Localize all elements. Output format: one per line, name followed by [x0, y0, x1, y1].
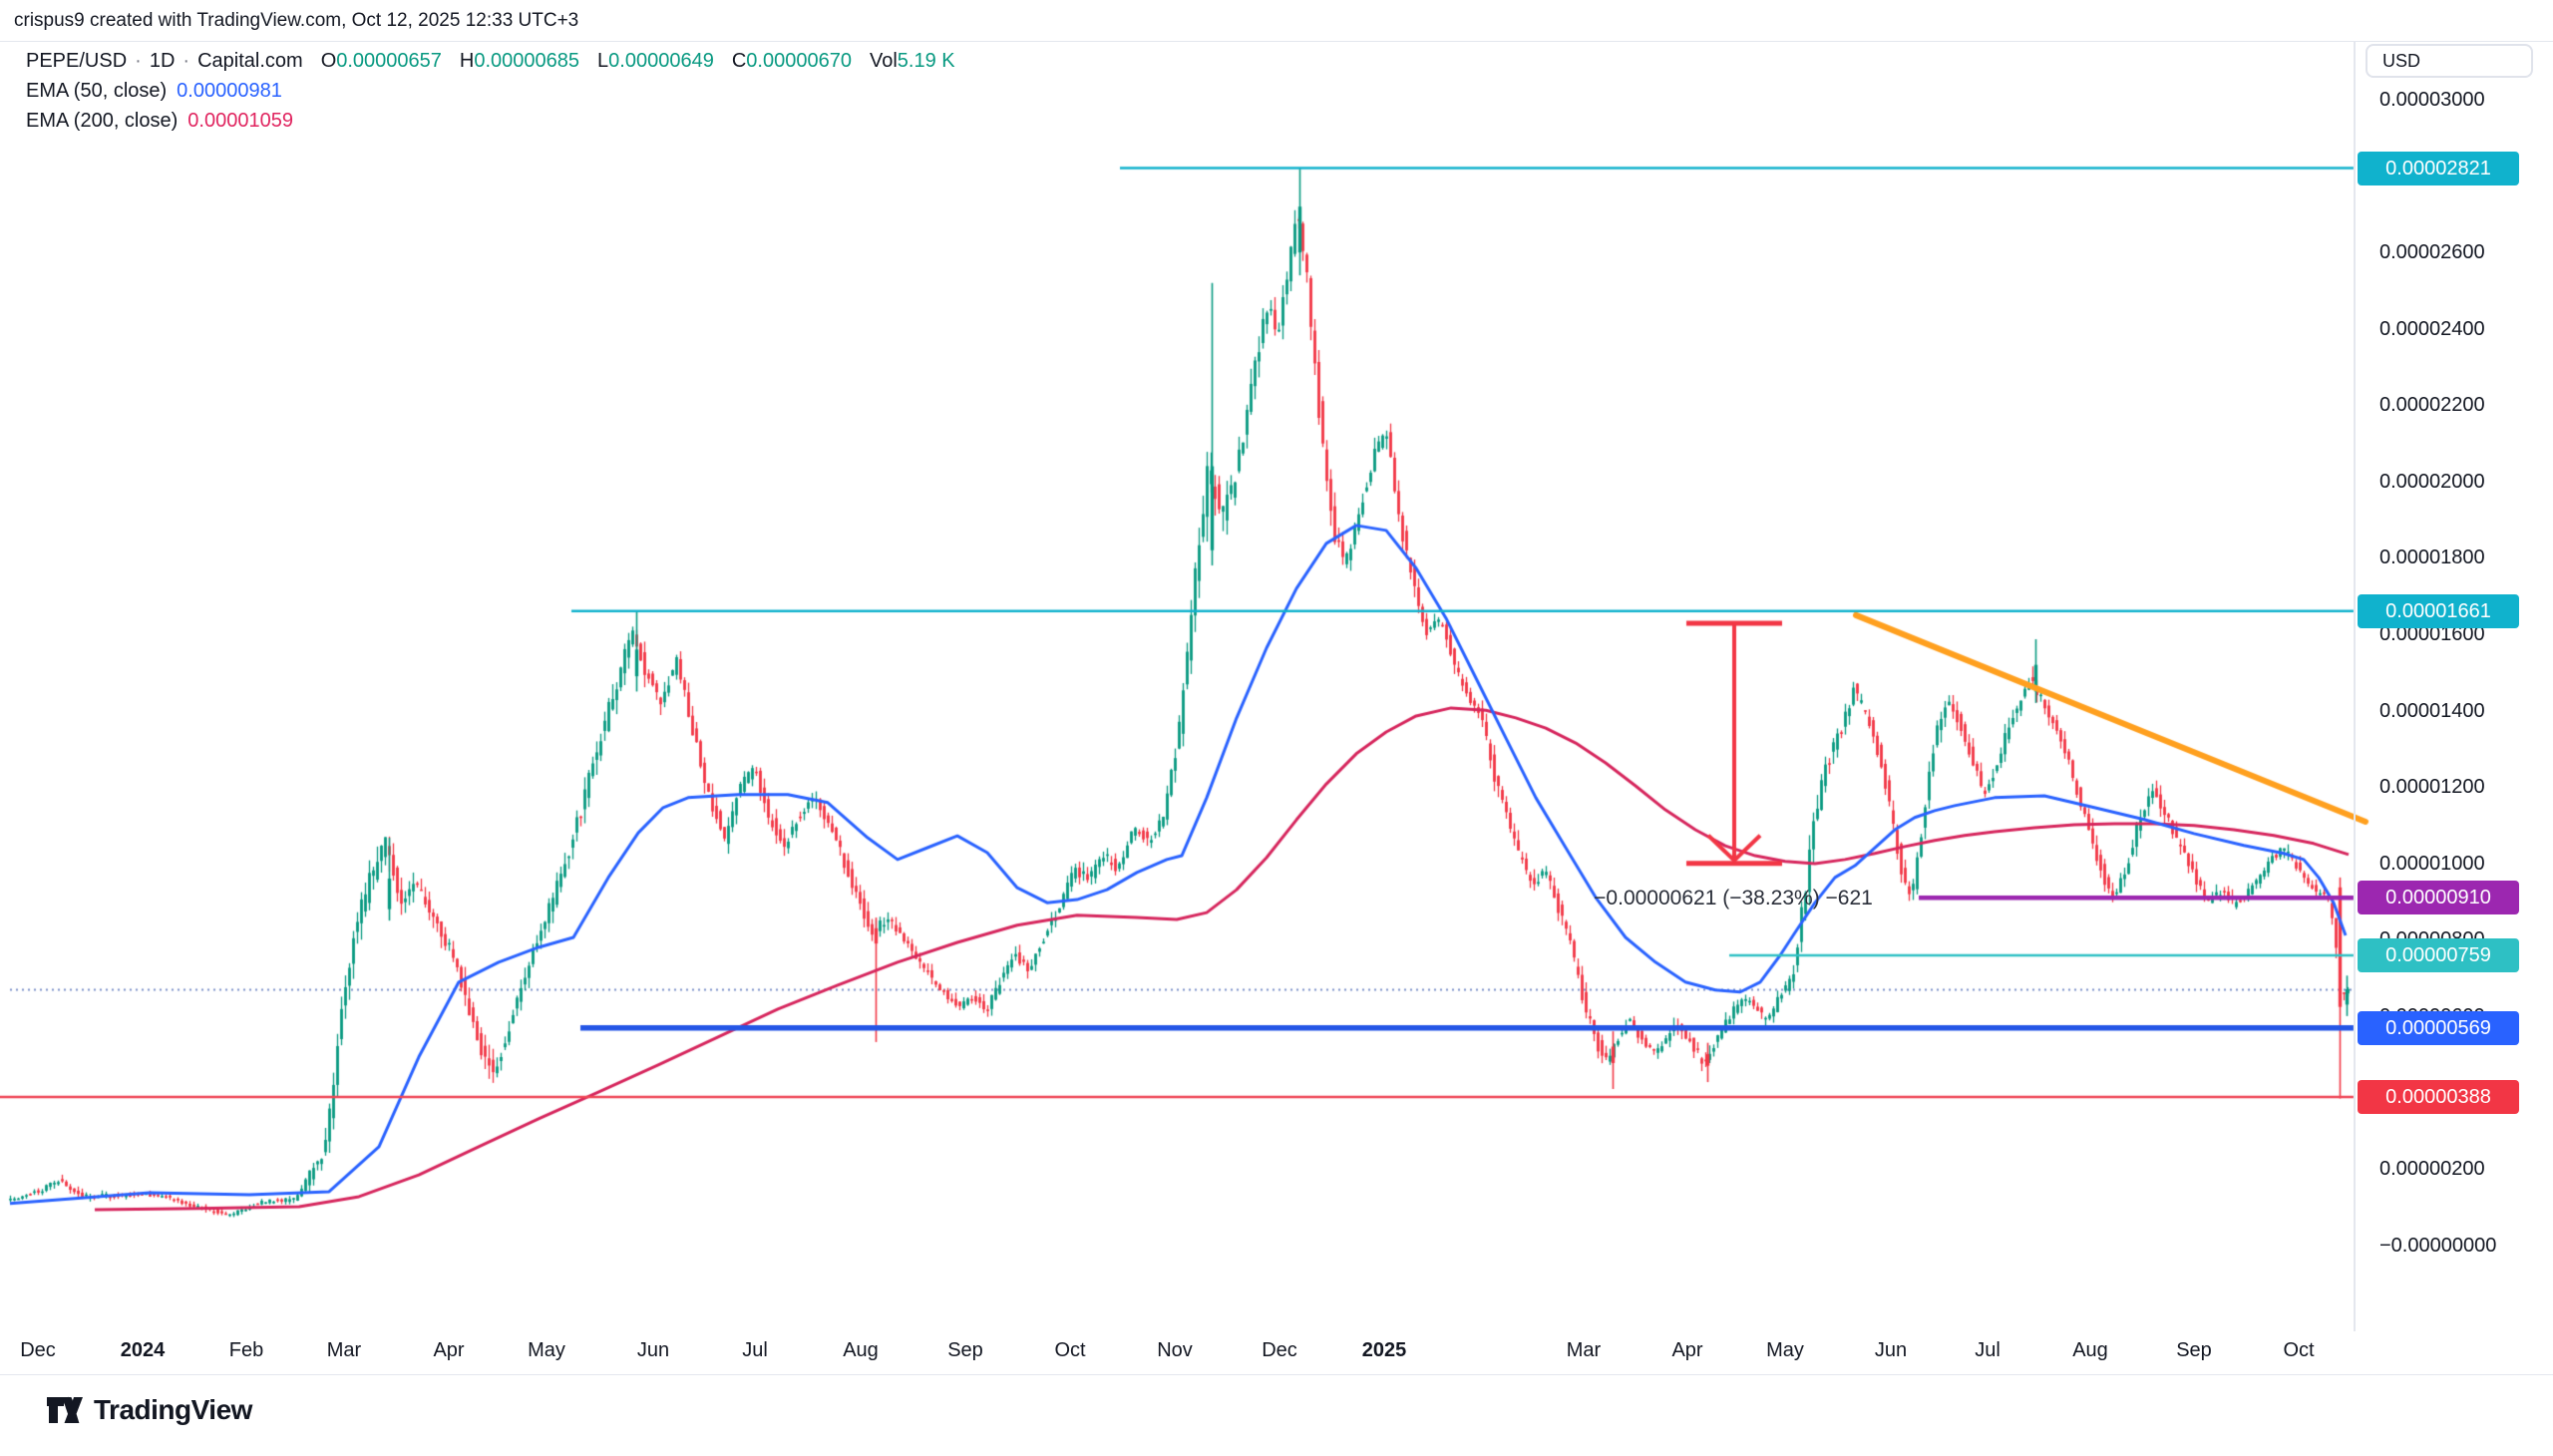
time-tick-label: Feb	[228, 1339, 264, 1361]
price-tick-label: 0.00001000	[2379, 852, 2485, 875]
time-tick-label: Jun	[636, 1339, 670, 1361]
volume-label: Vol	[869, 49, 898, 72]
open-value: 0.00000657	[336, 49, 442, 72]
symbol-interval[interactable]: 1D	[149, 49, 176, 72]
close-value: 0.00000670	[746, 49, 852, 72]
panel-top-divider	[0, 41, 2553, 42]
price-level-badge: 0.00000569	[2358, 1010, 2519, 1045]
time-tick-label: 2025	[1361, 1339, 1407, 1361]
price-level-badge: 0.00002821	[2358, 151, 2519, 185]
time-tick-label: Mar	[1566, 1339, 1602, 1361]
time-tick-label: Jul	[742, 1339, 768, 1361]
chart-legend: PEPE/USD · 1D · Capital.com O0.00000657 …	[26, 48, 955, 134]
price-tick-label: 0.00000200	[2379, 1158, 2485, 1180]
legend-separator: ·	[135, 49, 142, 72]
close-label: C	[731, 49, 747, 72]
price-tick-label: 0.00001800	[2379, 546, 2485, 569]
time-tick-label: Dec	[1262, 1339, 1297, 1361]
price-axis-divider	[2354, 41, 2356, 1374]
open-label: O	[320, 49, 337, 72]
volume-value: 5.19 K	[897, 49, 955, 72]
ema50-value: 0.00000981	[177, 79, 282, 102]
ema50-row[interactable]: EMA (50, close) 0.00000981	[26, 78, 955, 104]
time-tick-label: 2024	[120, 1339, 166, 1361]
time-tick-label: Aug	[843, 1339, 879, 1361]
ema200-label: EMA (200, close)	[26, 109, 179, 132]
ema200-row[interactable]: EMA (200, close) 0.00001059	[26, 108, 955, 134]
time-tick-label: May	[528, 1339, 565, 1361]
tradingview-logo-icon	[47, 1396, 83, 1423]
price-tick-label: −0.00000000	[2379, 1234, 2497, 1257]
time-tick-label: May	[1766, 1339, 1804, 1361]
symbol-name[interactable]: PEPE/USD	[26, 49, 128, 72]
symbol-exchange[interactable]: Capital.com	[197, 49, 303, 72]
price-tick-label: 0.00002600	[2379, 241, 2485, 264]
high-value: 0.00000685	[474, 49, 580, 72]
currency-unit-button[interactable]: USD	[2366, 44, 2533, 78]
tradingview-brand[interactable]: TradingView	[46, 1394, 252, 1426]
time-axis[interactable]: Dec 2024 Feb Mar Apr May Jun Jul Aug Sep Oct Nov Dec…	[0, 1331, 2553, 1374]
price-axis[interactable]: 0.000030000.000028000.000026000.00002400…	[2354, 40, 2553, 1331]
time-tick-label: Sep	[947, 1339, 983, 1361]
price-tick-label: 0.00001400	[2379, 699, 2485, 722]
time-tick-label: Mar	[326, 1339, 362, 1361]
tradingview-brand-name: TradingView	[94, 1394, 252, 1425]
time-tick-label: Jun	[1874, 1339, 1908, 1361]
high-label: H	[459, 49, 475, 72]
time-tick-label: Aug	[2072, 1339, 2108, 1361]
symbol-row[interactable]: PEPE/USD · 1D · Capital.com O0.00000657 …	[26, 48, 955, 74]
measure-tool-label: −0.00000621 (−38.23%) −621	[1594, 887, 1873, 910]
chart-attribution-text: crispus9 created with TradingView.com, O…	[14, 10, 579, 31]
time-tick-label: Dec	[20, 1339, 56, 1361]
price-level-badge: 0.00000388	[2358, 1080, 2519, 1115]
time-tick-label: Jul	[1975, 1339, 2001, 1361]
time-tick-label: Nov	[1157, 1339, 1193, 1361]
ema200-value: 0.00001059	[187, 109, 293, 132]
time-tick-label: Oct	[1054, 1339, 1086, 1361]
price-tick-label: 0.00002200	[2379, 394, 2485, 417]
time-tick-label: Apr	[1671, 1339, 1703, 1361]
ema50-label: EMA (50, close)	[26, 79, 168, 102]
low-label: L	[597, 49, 609, 72]
time-axis-bottom-divider	[0, 1374, 2553, 1375]
time-tick-label: Oct	[2283, 1339, 2315, 1361]
low-value: 0.00000649	[608, 49, 714, 72]
legend-separator: ·	[182, 49, 190, 72]
price-tick-label: 0.00003000	[2379, 89, 2485, 111]
time-tick-label: Apr	[433, 1339, 465, 1361]
price-level-badge: 0.00000910	[2358, 881, 2519, 915]
price-level-badge: 0.00000759	[2358, 937, 2519, 972]
price-tick-label: 0.00002000	[2379, 470, 2485, 493]
price-level-badge: 0.00001661	[2358, 593, 2519, 628]
price-tick-label: 0.00002400	[2379, 317, 2485, 340]
price-tick-label: 0.00001200	[2379, 776, 2485, 799]
time-tick-label: Sep	[2176, 1339, 2212, 1361]
price-tick-label: 0.00001600	[2379, 623, 2485, 645]
